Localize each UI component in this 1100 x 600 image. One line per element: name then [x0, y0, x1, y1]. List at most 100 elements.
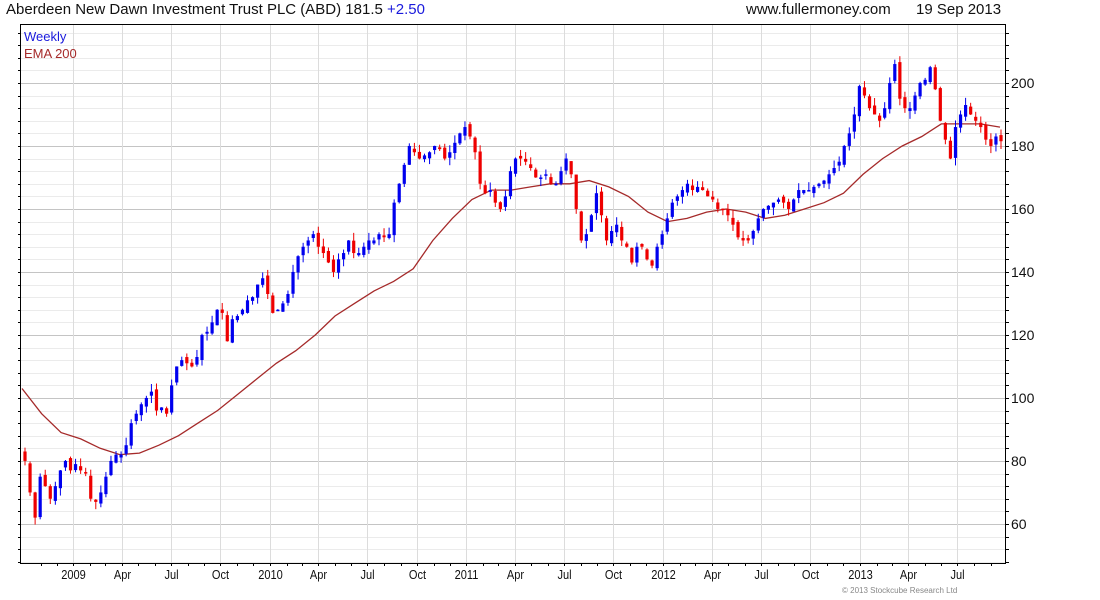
candle — [994, 133, 998, 152]
price-change: +2.50 — [387, 1, 425, 18]
candle — [660, 230, 664, 249]
candle — [48, 484, 52, 505]
candle — [695, 181, 700, 193]
x-tick-label: Oct — [212, 567, 230, 582]
candle-body — [802, 190, 806, 194]
candle — [872, 98, 877, 115]
candle — [347, 240, 351, 255]
chart-title: Aberdeen New Dawn Investment Trust PLC (… — [6, 1, 425, 18]
candle — [215, 309, 219, 326]
candle — [392, 199, 396, 243]
candle-body — [989, 139, 993, 146]
candle-body — [170, 385, 174, 413]
candle-body — [918, 82, 922, 97]
candle — [524, 152, 528, 166]
candle — [326, 247, 331, 264]
candle — [412, 142, 416, 156]
candle-body — [478, 151, 482, 184]
candle-body — [524, 158, 528, 162]
candle — [847, 127, 851, 151]
candle — [569, 161, 573, 179]
candle-body — [518, 155, 523, 159]
candle-body — [938, 88, 942, 121]
candle-body — [261, 278, 265, 285]
candle-body — [534, 169, 538, 178]
candle-body — [301, 246, 305, 256]
candle — [756, 213, 760, 234]
candle — [680, 186, 685, 204]
candle — [832, 160, 836, 176]
candle — [200, 333, 204, 366]
candle — [271, 292, 275, 314]
candle — [989, 133, 993, 154]
candle — [473, 136, 477, 160]
candle-body — [433, 145, 437, 151]
candle-body — [756, 218, 760, 231]
candle — [599, 187, 604, 223]
candle — [99, 485, 103, 508]
candle — [776, 197, 781, 204]
candle — [154, 383, 159, 416]
candle — [726, 203, 730, 222]
candle — [888, 77, 892, 114]
candle-body — [827, 174, 831, 184]
candle — [640, 243, 644, 250]
candle — [771, 202, 776, 216]
candle — [974, 111, 978, 126]
candle — [923, 77, 927, 86]
candle-body — [771, 202, 776, 208]
candle — [144, 395, 148, 413]
candle — [564, 153, 568, 175]
candle-body — [781, 196, 786, 203]
candle-body — [99, 492, 103, 504]
candle-body — [281, 303, 285, 312]
candle-body — [271, 295, 275, 313]
candle-body — [296, 256, 300, 273]
candle-body — [741, 238, 745, 241]
candle-body — [68, 458, 73, 471]
candle — [534, 167, 538, 178]
candle — [817, 182, 821, 189]
candle-body — [635, 246, 639, 263]
candle-body — [913, 95, 917, 111]
candle — [58, 469, 62, 496]
candle-body — [888, 82, 892, 110]
legend-weekly: Weekly — [24, 29, 67, 44]
candle — [468, 121, 472, 140]
candle — [134, 410, 138, 425]
candle — [483, 180, 487, 195]
candle — [953, 120, 958, 166]
candle-body — [422, 155, 427, 160]
candle — [382, 228, 386, 243]
candle-body — [716, 202, 720, 209]
candle-body — [685, 183, 690, 193]
y-tick-label: 180 — [1011, 138, 1035, 154]
candle-body — [620, 226, 624, 241]
candle-body — [250, 297, 255, 301]
candle-body — [695, 186, 700, 192]
candle-body — [23, 451, 27, 461]
candle-body — [665, 218, 669, 232]
candle — [119, 451, 123, 463]
candle — [180, 356, 184, 367]
candle-body — [53, 486, 57, 501]
legend-ema: EMA 200 — [24, 46, 77, 61]
candle-body — [58, 470, 62, 489]
candle — [104, 471, 108, 498]
x-tick-label: 2009 — [61, 567, 86, 582]
candle-body — [832, 168, 836, 174]
candle-body — [443, 147, 447, 159]
candle — [898, 56, 902, 106]
candle — [625, 241, 629, 248]
candle-body — [336, 259, 341, 273]
candle-body — [240, 309, 245, 315]
x-tick-label: Apr — [114, 567, 131, 582]
candle — [448, 145, 452, 166]
candle — [928, 65, 932, 85]
candle — [781, 194, 786, 209]
candle — [610, 226, 614, 247]
candle — [584, 228, 588, 249]
candle-body — [124, 445, 128, 454]
candle — [837, 156, 841, 172]
candle-body — [797, 190, 801, 198]
